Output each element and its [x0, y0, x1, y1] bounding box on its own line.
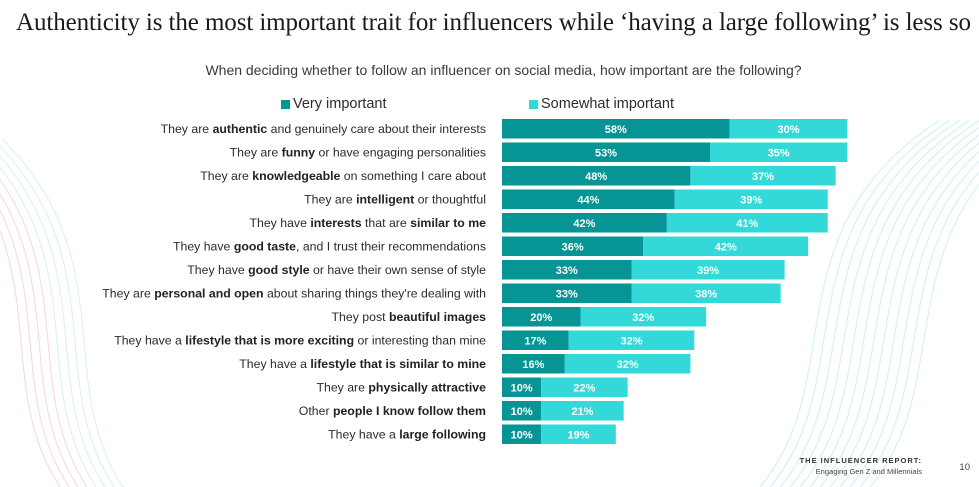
legend-swatch-very-important	[281, 99, 290, 109]
bar-somewhat-important	[568, 330, 695, 350]
data-label-somewhat-important: 38%	[695, 288, 717, 300]
legend-label-somewhat-important: Somewhat important	[541, 96, 674, 112]
data-label-somewhat-important: 37%	[752, 171, 774, 183]
data-label-somewhat-important: 32%	[632, 312, 654, 324]
bar-very-important	[502, 283, 632, 303]
legend-item-somewhat-important: Somewhat important	[529, 96, 674, 112]
data-label-very-important: 10%	[511, 406, 533, 418]
data-label-very-important: 17%	[524, 335, 546, 347]
data-label-somewhat-important: 35%	[768, 147, 790, 159]
data-label-very-important: 44%	[577, 194, 599, 206]
data-label-very-important: 58%	[605, 124, 627, 136]
bar-very-important	[502, 119, 730, 139]
data-label-somewhat-important: 39%	[697, 265, 719, 277]
data-label-somewhat-important: 32%	[617, 359, 639, 371]
data-label-somewhat-important: 22%	[573, 382, 595, 394]
data-label-very-important: 10%	[511, 429, 533, 441]
category-label: They are authentic and genuinely care ab…	[161, 122, 486, 136]
report-title: THE INFLUENCER REPORT:	[799, 456, 922, 465]
legend-swatch-somewhat-important	[529, 99, 538, 109]
bar-very-important	[502, 330, 569, 350]
data-label-somewhat-important: 21%	[571, 406, 593, 418]
bar-very-important	[502, 142, 711, 162]
chart-legend: Very important Somewhat important	[0, 96, 979, 114]
data-label-very-important: 33%	[556, 288, 578, 300]
category-label: They are physically attractive	[316, 380, 486, 394]
bar-somewhat-important	[710, 142, 848, 162]
bar-very-important	[502, 354, 565, 374]
bar-somewhat-important	[690, 166, 836, 186]
bar-somewhat-important	[631, 283, 781, 303]
data-label-very-important: 16%	[522, 359, 544, 371]
category-label: They have a large following	[328, 427, 486, 441]
category-label: They have interests that are similar to …	[249, 216, 486, 230]
bar-very-important	[502, 401, 542, 421]
bar-somewhat-important	[643, 236, 809, 256]
data-label-somewhat-important: 42%	[715, 241, 737, 253]
data-label-somewhat-important: 39%	[740, 194, 762, 206]
bar-somewhat-important	[541, 377, 628, 397]
data-label-very-important: 53%	[595, 147, 617, 159]
report-subtitle: Engaging Gen Z and Millennials	[815, 467, 922, 476]
legend-item-very-important: Very important	[281, 96, 387, 112]
bar-somewhat-important	[541, 424, 616, 444]
category-label: They are intelligent or thoughtful	[304, 192, 486, 206]
data-label-somewhat-important: 41%	[736, 218, 758, 230]
page-title: Authenticity is the most important trait…	[16, 9, 971, 36]
category-label: They are knowledgeable on something I ca…	[200, 169, 486, 183]
bar-somewhat-important	[564, 354, 691, 374]
category-label: Other people I know follow them	[299, 404, 486, 418]
data-label-very-important: 20%	[530, 312, 552, 324]
category-label: They have good taste, and I trust their …	[173, 239, 486, 253]
bar-somewhat-important	[729, 119, 848, 139]
bar-somewhat-important	[580, 307, 707, 327]
data-label-somewhat-important: 32%	[621, 335, 643, 347]
data-label-very-important: 42%	[573, 218, 595, 230]
data-label-very-important: 48%	[585, 171, 607, 183]
bar-somewhat-important	[666, 213, 828, 233]
bar-very-important	[502, 424, 542, 444]
chart-question: When deciding whether to follow an influ…	[205, 62, 802, 78]
bar-very-important	[502, 377, 542, 397]
legend-label-very-important: Very important	[293, 96, 387, 112]
bar-very-important	[502, 236, 644, 256]
category-label: They are funny or have engaging personal…	[230, 145, 486, 159]
bar-very-important	[502, 166, 691, 186]
category-label: They have a lifestyle that is similar to…	[239, 357, 486, 371]
bar-very-important	[502, 189, 675, 209]
category-label: They have a lifestyle that is more excit…	[114, 333, 486, 347]
bar-very-important	[502, 307, 581, 327]
bar-somewhat-important	[631, 260, 785, 280]
category-label: They have good style or have their own s…	[187, 263, 486, 277]
page-number: 10	[959, 462, 970, 473]
bar-somewhat-important	[541, 401, 624, 421]
bar-somewhat-important	[674, 189, 828, 209]
data-label-very-important: 36%	[562, 241, 584, 253]
data-label-very-important: 33%	[556, 265, 578, 277]
data-label-very-important: 10%	[511, 382, 533, 394]
category-label: They are personal and open about sharing…	[102, 286, 486, 300]
category-label: They post beautiful images	[332, 310, 487, 324]
data-label-somewhat-important: 19%	[568, 429, 590, 441]
data-label-somewhat-important: 30%	[778, 124, 800, 136]
bar-very-important	[502, 260, 632, 280]
bar-very-important	[502, 213, 667, 233]
